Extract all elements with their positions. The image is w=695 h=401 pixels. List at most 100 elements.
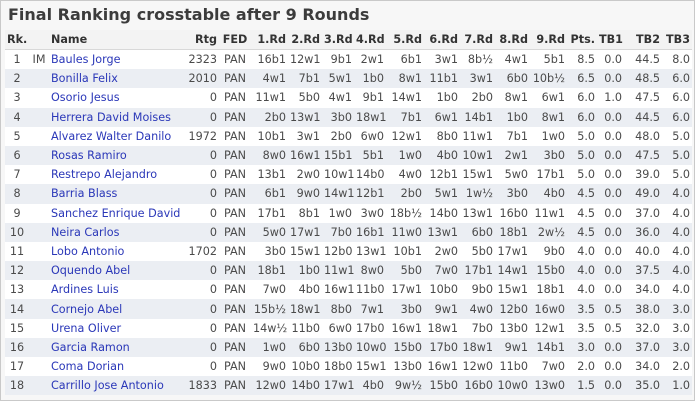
- player-name-link[interactable]: Neira Carlos: [51, 225, 120, 239]
- cell-rank: 14: [5, 299, 29, 319]
- player-name-link[interactable]: Urena Oliver: [51, 321, 122, 335]
- cell-round-2: 17w1: [288, 222, 322, 242]
- cell-tb2: 38.0: [624, 299, 662, 319]
- cell-round-1: 18b1: [251, 261, 288, 281]
- cell-round-7: 10w1: [460, 145, 495, 166]
- cell-round-3: 15b1: [322, 145, 354, 166]
- cell-round-1: 4w1: [251, 69, 288, 89]
- player-name-link[interactable]: Rosas Ramiro: [51, 149, 127, 163]
- cell-federation: PAN: [219, 241, 251, 262]
- cell-tb1: 0.0: [597, 165, 624, 185]
- cell-round-7: 9b0: [460, 280, 495, 300]
- cell-points: 4.5: [567, 184, 597, 204]
- cell-federation: PAN: [219, 357, 251, 377]
- cell-round-1: 13b1: [251, 165, 288, 185]
- cell-round-1: 11w1: [251, 88, 288, 108]
- cell-rank: 12: [5, 261, 29, 281]
- cell-tb3: 5.0: [662, 165, 692, 185]
- cell-round-8: 10w0: [495, 376, 530, 396]
- cell-round-3: 9b1: [322, 49, 354, 70]
- cell-tb3: 8.0: [662, 49, 692, 70]
- cell-round-7: 14b1: [460, 107, 495, 127]
- cell-round-2: 8b1: [288, 203, 322, 223]
- cell-points: 3.5: [567, 318, 597, 338]
- cell-title: [29, 357, 49, 377]
- cell-points: 4.5: [567, 203, 597, 223]
- player-name-link[interactable]: Bonilla Felix: [51, 72, 118, 86]
- player-name-link[interactable]: Ardines Luis: [51, 283, 119, 297]
- table-row: 4 Herrera David Moises 0 PAN 2b0 13w1 3b0 18w1 7…: [5, 107, 692, 127]
- cell-round-3: 2b0: [322, 126, 354, 146]
- column-header-points: Pts.: [567, 30, 597, 50]
- cell-rank: 5: [5, 126, 29, 146]
- cell-tb1: 0.0: [597, 357, 624, 377]
- cell-rating: 0: [180, 88, 219, 108]
- cell-round-6: 16w1: [424, 357, 460, 377]
- player-name-link[interactable]: Alvarez Walter Danilo: [51, 129, 172, 143]
- table-row: 3 Osorio Jesus 0 PAN 11w1 5b0 4w1 9b1 14w1 1b0 2b0…: [5, 88, 692, 108]
- cell-round-7: 15w1: [460, 165, 495, 185]
- cell-round-6: 1b0: [424, 88, 460, 108]
- cell-round-4: 3w0: [354, 203, 386, 223]
- cell-points: 5.0: [567, 165, 597, 185]
- table-row: 11 Lobo Antonio 1702 PAN 3b0 15w1 12b0 13w1 10b1…: [5, 241, 692, 262]
- table-row: 7 Restrepo Alejandro 0 PAN 13b1 2w0 10w1 14b0 4w…: [5, 165, 692, 185]
- cell-tb1: 0.0: [597, 184, 624, 204]
- cell-round-8: 5w0: [495, 165, 530, 185]
- player-name-link[interactable]: Cornejo Abel: [51, 302, 123, 316]
- cell-round-7: 7b0: [460, 318, 495, 338]
- cell-points: 5.0: [567, 126, 597, 146]
- player-name-link[interactable]: Oquendo Abel: [51, 264, 131, 278]
- cell-rank: 17: [5, 357, 29, 377]
- cell-round-1: 5w0: [251, 222, 288, 242]
- cell-tb2: 48.5: [624, 69, 662, 89]
- cell-name: Urena Oliver: [49, 318, 180, 338]
- cell-round-4: 16b1: [354, 222, 386, 242]
- cell-rating: 2010: [180, 69, 219, 89]
- cell-title: [29, 299, 49, 319]
- player-name-link[interactable]: Lobo Antonio: [51, 244, 125, 258]
- cell-title: [29, 145, 49, 166]
- cell-points: 6.0: [567, 107, 597, 127]
- cell-federation: PAN: [219, 299, 251, 319]
- cell-federation: PAN: [219, 222, 251, 242]
- cell-points: 5.0: [567, 145, 597, 166]
- cell-federation: PAN: [219, 280, 251, 300]
- cell-tb1: 0.0: [597, 145, 624, 166]
- cell-round-5: 12w1: [386, 126, 424, 146]
- table-row: 14 Cornejo Abel 0 PAN 15b½ 18w1 8b0 7w1 3b0 9w1 4w…: [5, 299, 692, 319]
- cell-round-4: 18w1: [354, 107, 386, 127]
- player-name-link[interactable]: Baules Jorge: [51, 53, 121, 67]
- cell-round-4: 9b1: [354, 88, 386, 108]
- cell-rating: 2323: [180, 49, 219, 70]
- player-name-link[interactable]: Herrera David Moises: [51, 110, 171, 124]
- cell-tb1: 0.0: [597, 49, 624, 70]
- player-name-link[interactable]: Carrillo Jose Antonio: [51, 379, 164, 393]
- cell-rank: 9: [5, 203, 29, 223]
- player-name-link[interactable]: Osorio Jesus: [51, 91, 120, 105]
- player-name-link[interactable]: Garcia Ramon: [51, 340, 130, 354]
- cell-name: Carrillo Jose Antonio: [49, 376, 180, 396]
- column-header-round-3: 3.Rd: [322, 30, 354, 50]
- cell-name: Barria Blass: [49, 184, 180, 204]
- cell-tb3: 3.0: [662, 318, 692, 338]
- cell-tb3: 4.0: [662, 203, 692, 223]
- cell-round-1: 3b0: [251, 241, 288, 262]
- cell-round-6: 6w1: [424, 107, 460, 127]
- cell-rating: 0: [180, 145, 219, 166]
- player-name-link[interactable]: Barria Blass: [51, 187, 118, 201]
- column-header-round-4: 4.Rd: [354, 30, 386, 50]
- player-name-link[interactable]: Sanchez Enrique David: [51, 206, 180, 220]
- cell-round-1: 6b1: [251, 184, 288, 204]
- cell-round-6: 15b0: [424, 376, 460, 396]
- cell-tb1: 0.0: [597, 107, 624, 127]
- cell-round-5: 7b1: [386, 107, 424, 127]
- cell-round-2: 2w0: [288, 165, 322, 185]
- player-name-link[interactable]: Restrepo Alejandro: [51, 168, 158, 182]
- cell-round-9: 7w0: [530, 357, 567, 377]
- cell-round-8: 16b0: [495, 203, 530, 223]
- cell-tb3: 2.0: [662, 357, 692, 377]
- player-name-link[interactable]: Coma Dorian: [51, 360, 125, 374]
- cell-tb3: 4.0: [662, 280, 692, 300]
- cell-round-4: 12b1: [354, 184, 386, 204]
